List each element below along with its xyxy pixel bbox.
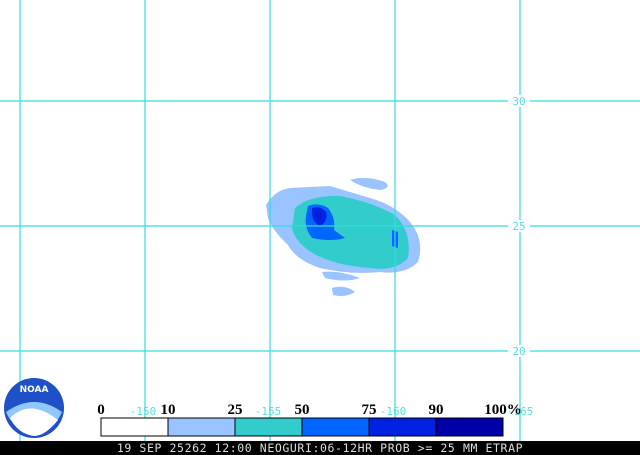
logo-text: NOAA	[20, 385, 49, 395]
label-bg	[508, 345, 530, 357]
legend-label: 90	[429, 402, 444, 418]
legend-swatch	[368, 417, 437, 437]
legend-swatch	[100, 417, 169, 437]
legend-swatch	[435, 417, 504, 437]
legend-label: 10	[161, 402, 176, 418]
label-bg	[508, 95, 530, 107]
longitude-label: -160	[380, 405, 407, 418]
latitude-label: 30	[512, 95, 525, 108]
legend-label: 50	[295, 402, 310, 418]
footer-text: 19 SEP 25262 12:00 NEOGURI:06-12HR PROB …	[117, 441, 523, 455]
legend-swatch	[301, 417, 370, 437]
longitude-label: -150	[130, 405, 157, 418]
grid	[0, 0, 640, 441]
footer-bar	[0, 441, 640, 455]
legend-label: 0	[97, 402, 105, 418]
legend: 0 10 25 50 75 90 100%	[97, 402, 522, 437]
label-bg	[508, 220, 530, 232]
legend-swatch	[234, 417, 303, 437]
legend-label: 75	[362, 402, 377, 418]
precip-area	[266, 177, 421, 296]
longitude-label: -165	[507, 405, 534, 418]
coordinate-labels: 30 25 20 -150 -155 -160 -165	[130, 95, 534, 418]
latitude-label: 20	[512, 345, 525, 358]
longitude-label: -155	[255, 405, 282, 418]
legend-label: 25	[228, 402, 243, 418]
legend-label: 100%	[484, 402, 522, 418]
latitude-label: 25	[512, 220, 525, 233]
legend-swatch	[167, 417, 236, 437]
logo: NOAA	[4, 378, 64, 438]
